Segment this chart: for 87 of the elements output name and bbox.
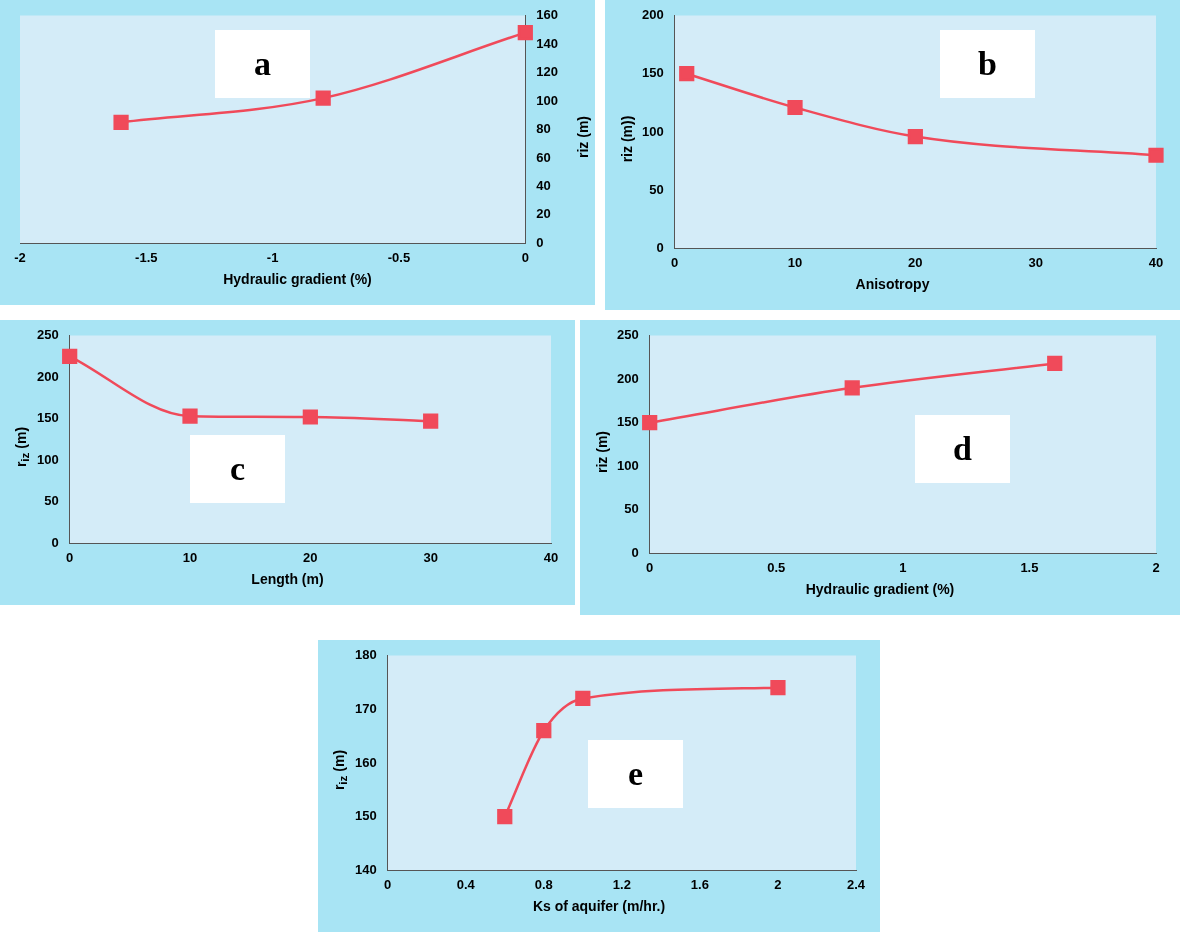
y-tick-label: 150 [36,410,59,426]
y-tick-label: 100 [616,457,639,473]
y2-tick-label: 40 [536,178,551,193]
x-tick-label: 1 [899,559,907,575]
point [642,415,658,431]
x-tick-label: 0 [671,254,679,270]
point [113,114,129,130]
y-tick-label: 180 [354,647,377,663]
point [907,128,923,145]
x-tick-label: 2.4 [846,876,866,892]
annotation: a [215,30,310,98]
point [497,809,513,825]
annotation: d [915,415,1010,483]
x-tick-label: 0.8 [534,876,553,892]
x-tick-label: 10 [787,254,803,270]
x-axis-title: Hydraulic gradient (%) [222,271,373,287]
x-tick-label: -0.5 [387,249,411,265]
point [517,24,533,41]
y2-tick-label: 100 [536,92,559,108]
y-tick-label: 200 [641,7,664,23]
x-tick-label: 0 [66,549,74,565]
y-tick-label: 50 [44,493,59,509]
y-axis-title: riz (m)) [619,115,635,163]
y2-axis-title: riz (m) [575,115,591,158]
y-tick-label: 150 [641,65,664,81]
x-tick-label: -1 [266,249,279,265]
y2-tick-label: 160 [536,7,559,23]
y-tick-label: 50 [624,501,639,517]
x-tick-label: 1.5 [1020,559,1039,575]
x-tick-label: 20 [908,254,923,270]
y-tick-label: 160 [354,754,377,770]
x-axis-title: Anisotropy [854,276,931,292]
x-tick-label: 1.2 [612,876,631,892]
x-axis-title: Hydraulic gradient (%) [804,581,956,597]
point [679,66,695,82]
y2-tick-label: 60 [536,149,551,165]
point [770,680,786,696]
annotation: b [940,30,1035,98]
point [844,380,860,396]
x-tick-label: 40 [543,549,559,565]
y-tick-label: 250 [616,327,639,343]
x-tick-label: 30 [423,549,438,565]
y2-tick-label: 120 [536,64,559,80]
point [1047,355,1063,372]
y2-tick-label: 80 [536,121,551,137]
x-axis-title: Ks of aquifer (m/hr.) [531,898,667,914]
x-tick-label: 10 [182,549,198,565]
point [536,723,552,739]
annotation: e [588,740,683,808]
x-tick-label: 1.6 [690,876,709,892]
x-tick-label: 40 [1148,254,1164,270]
point [575,690,591,707]
annotation: c [190,435,285,503]
x-tick-label: 30 [1028,254,1043,270]
x-tick-label: -2 [14,249,26,265]
y2-tick-label: 0 [536,234,544,250]
x-tick-label: 0 [384,876,392,892]
y-tick-label: 140 [354,861,377,877]
y-tick-label: 250 [36,327,59,343]
y-tick-label: 200 [36,368,59,384]
point [1148,147,1164,163]
y-tick-label: 0 [656,239,664,255]
point [62,348,78,364]
x-tick-label: 2 [1152,559,1160,575]
y-tick-label: 150 [616,414,639,430]
point [302,409,318,425]
x-tick-label: -1.5 [135,249,158,265]
y-tick-label: 0 [51,534,59,550]
x-tick-label: 0.5 [767,559,786,575]
point [315,90,331,106]
x-tick-label: 0 [521,249,529,265]
y-tick-label: 50 [649,181,664,197]
point [423,413,439,429]
x-axis-title: Length (m) [250,571,325,587]
point [182,408,198,424]
point [787,99,803,116]
x-tick-label: 2 [774,876,782,892]
y2-tick-label: 20 [536,206,551,222]
y-tick-label: 100 [36,451,59,467]
x-tick-label: 20 [303,549,318,565]
y-tick-label: 100 [641,123,664,139]
y-tick-label: 200 [616,370,639,386]
y-tick-label: 150 [354,808,377,824]
y-axis-title: riz (m) [594,430,610,473]
x-tick-label: 0.4 [456,876,476,892]
y2-tick-label: 140 [536,35,559,51]
y-tick-label: 170 [354,700,377,716]
